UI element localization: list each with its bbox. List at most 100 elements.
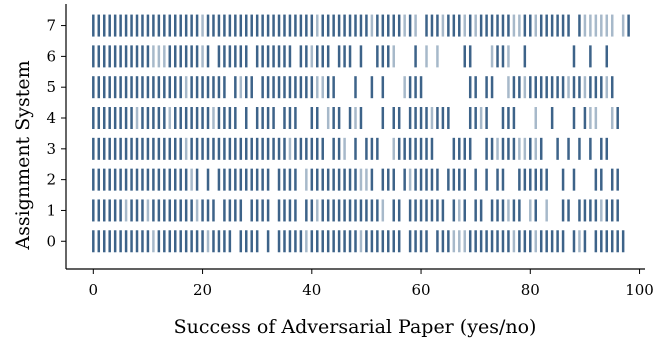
paper-mark bbox=[299, 137, 303, 160]
paper-mark bbox=[234, 76, 237, 99]
paper-mark bbox=[326, 168, 330, 191]
paper-mark bbox=[124, 107, 128, 130]
paper-mark bbox=[102, 137, 106, 160]
paper-mark bbox=[365, 199, 368, 222]
paper-mark bbox=[234, 199, 237, 222]
paper-mark bbox=[266, 45, 270, 68]
paper-mark bbox=[239, 137, 243, 160]
paper-mark bbox=[310, 14, 314, 37]
paper-mark bbox=[600, 14, 603, 37]
paper-mark bbox=[452, 230, 456, 253]
paper-mark bbox=[578, 230, 581, 253]
paper-mark bbox=[152, 14, 155, 37]
paper-mark bbox=[589, 45, 592, 68]
paper-mark bbox=[223, 230, 226, 253]
paper-mark bbox=[605, 137, 609, 160]
paper-mark bbox=[184, 137, 188, 160]
paper-mark bbox=[343, 168, 346, 191]
strip-row-system-2 bbox=[92, 168, 619, 191]
paper-mark bbox=[496, 137, 499, 160]
paper-mark bbox=[283, 199, 286, 222]
paper-mark bbox=[163, 107, 166, 130]
paper-mark bbox=[441, 107, 445, 130]
paper-mark bbox=[381, 199, 385, 222]
paper-mark bbox=[130, 230, 133, 253]
paper-mark bbox=[174, 230, 177, 253]
paper-mark bbox=[627, 14, 630, 37]
paper-mark bbox=[518, 230, 521, 253]
paper-mark bbox=[223, 76, 226, 99]
paper-mark bbox=[539, 76, 543, 99]
paper-mark bbox=[92, 107, 95, 130]
paper-mark bbox=[381, 76, 385, 99]
paper-mark bbox=[152, 199, 155, 222]
paper-mark bbox=[119, 230, 122, 253]
strip-row-system-7 bbox=[92, 14, 630, 37]
paper-mark bbox=[250, 199, 253, 222]
paper-mark bbox=[452, 168, 456, 191]
paper-mark bbox=[163, 168, 166, 191]
paper-mark bbox=[408, 137, 412, 160]
paper-mark bbox=[163, 76, 166, 99]
paper-mark bbox=[616, 168, 619, 191]
paper-mark bbox=[113, 199, 117, 222]
paper-mark bbox=[146, 137, 150, 160]
paper-mark bbox=[206, 14, 210, 37]
paper-mark bbox=[124, 76, 128, 99]
y-tick-label: 1 bbox=[46, 201, 56, 219]
paper-mark bbox=[414, 45, 417, 68]
paper-mark bbox=[174, 137, 177, 160]
paper-mark bbox=[523, 14, 527, 37]
paper-mark bbox=[97, 107, 101, 130]
paper-mark bbox=[436, 14, 439, 37]
paper-mark bbox=[294, 199, 297, 222]
paper-mark bbox=[124, 45, 128, 68]
paper-mark bbox=[174, 168, 177, 191]
paper-mark bbox=[348, 14, 352, 37]
paper-mark bbox=[616, 230, 619, 253]
strip-row-system-3 bbox=[92, 137, 609, 160]
paper-mark bbox=[550, 107, 554, 130]
paper-mark bbox=[124, 14, 128, 37]
paper-mark bbox=[201, 76, 204, 99]
paper-mark bbox=[250, 76, 253, 99]
paper-mark bbox=[600, 137, 603, 160]
y-tick-label: 4 bbox=[46, 109, 56, 127]
paper-mark bbox=[485, 107, 488, 130]
paper-mark bbox=[168, 199, 172, 222]
paper-mark bbox=[119, 137, 122, 160]
paper-mark bbox=[228, 199, 232, 222]
paper-mark bbox=[245, 230, 248, 253]
paper-mark bbox=[146, 107, 150, 130]
paper-mark bbox=[283, 168, 286, 191]
paper-mark bbox=[163, 230, 166, 253]
paper-mark bbox=[365, 14, 368, 37]
paper-mark bbox=[130, 168, 133, 191]
paper-mark bbox=[277, 199, 281, 222]
paper-mark bbox=[288, 76, 292, 99]
paper-mark bbox=[354, 76, 357, 99]
paper-mark bbox=[376, 14, 379, 37]
paper-mark bbox=[195, 137, 199, 160]
paper-mark bbox=[92, 76, 95, 99]
paper-mark bbox=[130, 137, 133, 160]
paper-mark bbox=[92, 14, 95, 37]
paper-mark bbox=[102, 14, 106, 37]
paper-mark bbox=[359, 14, 363, 37]
x-tick-label: 60 bbox=[412, 281, 431, 299]
paper-mark bbox=[250, 168, 253, 191]
paper-mark bbox=[490, 199, 494, 222]
paper-mark bbox=[501, 168, 505, 191]
paper-mark bbox=[419, 199, 423, 222]
paper-mark bbox=[168, 14, 172, 37]
paper-mark bbox=[550, 230, 554, 253]
paper-mark bbox=[283, 14, 286, 37]
paper-mark bbox=[452, 199, 456, 222]
paper-mark bbox=[97, 230, 101, 253]
paper-mark bbox=[157, 168, 161, 191]
paper-mark bbox=[387, 168, 390, 191]
y-tick-label: 0 bbox=[46, 232, 56, 250]
paper-mark bbox=[523, 76, 527, 99]
paper-mark bbox=[179, 14, 182, 37]
paper-mark bbox=[124, 168, 128, 191]
